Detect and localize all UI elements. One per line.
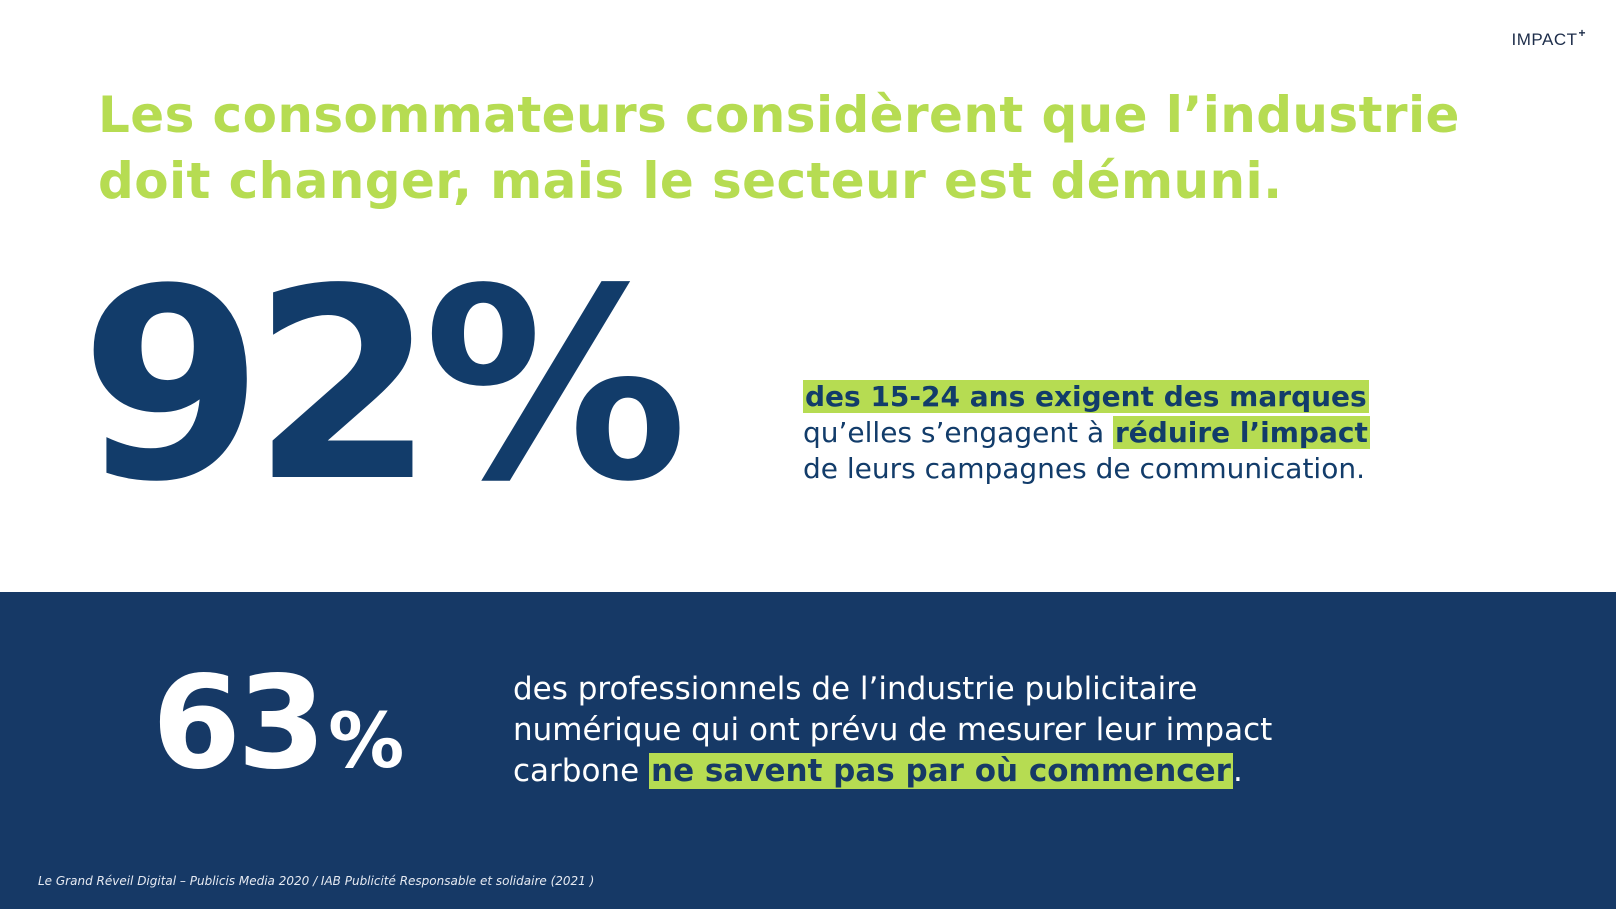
brand-logo: IMPACT+ [1512, 26, 1586, 50]
stat-63-number: 63 [152, 649, 326, 798]
stat-92-text-3: de leurs campagnes de communication. [803, 452, 1365, 485]
stat-63-line-3-pre: carbone [513, 753, 650, 789]
title-line-1: Les consommateurs considèrent que l’indu… [98, 86, 1460, 144]
brand-superscript: + [1578, 26, 1586, 40]
page-title: Les consommateurs considèrent que l’indu… [98, 82, 1518, 214]
stat-92-highlight-1: des 15-24 ans exigent des marques [803, 380, 1369, 413]
bottom-band [0, 592, 1616, 909]
stat-92-text-2: qu’elles s’engagent à [803, 416, 1113, 449]
stat-63-highlight: ne savent pas par où commencer [649, 753, 1233, 789]
stat-63-value: 63% [152, 660, 404, 788]
stat-63-percent: % [328, 696, 405, 785]
source-citation: Le Grand Réveil Digital – Publicis Media… [38, 874, 595, 888]
stat-63-description: des professionnels de l’industrie public… [513, 669, 1393, 792]
stat-63-line-2: numérique qui ont prévu de mesurer leur … [513, 712, 1273, 748]
stat-92-description: des 15-24 ans exigent des marques qu’ell… [803, 379, 1523, 487]
stat-63-line-3-post: . [1232, 753, 1243, 789]
brand-name: IMPACT [1511, 30, 1578, 49]
stat-92-value: 92% [80, 233, 688, 540]
title-line-2: doit changer, mais le secteur est démuni… [98, 152, 1283, 210]
stat-63-line-1: des professionnels de l’industrie public… [513, 671, 1198, 707]
stat-92-highlight-2: réduire l’impact [1113, 416, 1370, 449]
